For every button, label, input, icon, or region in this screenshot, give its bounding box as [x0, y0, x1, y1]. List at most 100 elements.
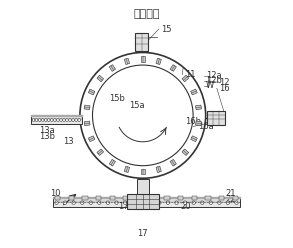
Circle shape — [98, 201, 101, 204]
Circle shape — [50, 119, 53, 122]
Circle shape — [218, 201, 221, 204]
Circle shape — [44, 119, 47, 122]
Text: 13: 13 — [63, 137, 73, 146]
Polygon shape — [170, 65, 176, 71]
Bar — [137, 180, 149, 207]
Bar — [151, 196, 156, 200]
Circle shape — [72, 119, 74, 122]
Text: 12: 12 — [219, 78, 230, 87]
Text: 15a: 15a — [129, 101, 144, 110]
Polygon shape — [124, 58, 130, 64]
Circle shape — [54, 119, 56, 122]
Circle shape — [35, 119, 38, 122]
Circle shape — [57, 119, 59, 122]
Text: 22: 22 — [225, 195, 236, 204]
Polygon shape — [141, 56, 145, 62]
Circle shape — [59, 119, 62, 122]
Bar — [205, 196, 211, 200]
Text: 17b: 17b — [142, 202, 158, 211]
Circle shape — [63, 119, 65, 122]
Circle shape — [235, 201, 238, 204]
Polygon shape — [88, 136, 95, 142]
Circle shape — [106, 201, 110, 204]
Text: 11: 11 — [185, 70, 195, 79]
Polygon shape — [97, 149, 104, 155]
Bar — [96, 196, 101, 200]
Circle shape — [41, 119, 44, 122]
Text: 【図１】: 【図１】 — [133, 9, 160, 19]
Bar — [69, 196, 74, 200]
Circle shape — [63, 201, 67, 204]
Text: 13b: 13b — [39, 132, 55, 141]
Circle shape — [75, 119, 77, 122]
Text: 17a: 17a — [118, 202, 133, 211]
Circle shape — [47, 119, 50, 122]
Bar — [135, 33, 148, 51]
Polygon shape — [97, 75, 104, 82]
Text: 17: 17 — [137, 229, 148, 238]
Bar — [127, 194, 159, 209]
Circle shape — [69, 119, 71, 122]
Text: 13a: 13a — [39, 126, 55, 135]
Circle shape — [123, 201, 127, 204]
Text: 16b: 16b — [185, 117, 201, 126]
Circle shape — [89, 201, 93, 204]
Text: 21: 21 — [225, 188, 236, 198]
Bar — [123, 196, 129, 200]
Text: 20: 20 — [181, 202, 191, 211]
Circle shape — [226, 201, 230, 204]
Polygon shape — [195, 121, 202, 126]
Circle shape — [209, 201, 212, 204]
Text: 10: 10 — [50, 188, 60, 198]
Text: W: W — [206, 81, 214, 90]
Text: 15: 15 — [161, 25, 172, 33]
Bar — [178, 196, 183, 200]
Polygon shape — [84, 105, 90, 110]
Circle shape — [166, 201, 170, 204]
Circle shape — [192, 201, 195, 204]
Circle shape — [200, 201, 204, 204]
Polygon shape — [84, 121, 90, 126]
Text: 15b: 15b — [109, 93, 125, 103]
Text: 12a: 12a — [206, 71, 221, 80]
Bar — [110, 196, 115, 200]
Polygon shape — [191, 89, 197, 95]
Polygon shape — [182, 75, 189, 82]
Polygon shape — [156, 166, 161, 173]
Bar — [55, 196, 60, 200]
Polygon shape — [191, 136, 197, 142]
Bar — [30, 115, 82, 124]
Text: 16: 16 — [219, 84, 230, 93]
Polygon shape — [182, 149, 189, 155]
Polygon shape — [170, 159, 176, 166]
Circle shape — [132, 201, 135, 204]
Circle shape — [140, 201, 144, 204]
Circle shape — [175, 201, 178, 204]
Circle shape — [81, 201, 84, 204]
Bar — [233, 196, 238, 200]
Polygon shape — [109, 65, 115, 71]
Bar — [82, 196, 88, 200]
Circle shape — [158, 201, 161, 204]
Bar — [219, 196, 224, 200]
Circle shape — [32, 119, 35, 122]
Bar — [192, 196, 197, 200]
Circle shape — [38, 119, 41, 122]
Circle shape — [78, 119, 81, 122]
Polygon shape — [195, 105, 202, 110]
Bar — [53, 196, 240, 207]
Polygon shape — [141, 169, 145, 174]
Circle shape — [55, 201, 58, 204]
Circle shape — [72, 201, 75, 204]
Circle shape — [183, 201, 187, 204]
Text: 16a: 16a — [198, 122, 214, 131]
Polygon shape — [124, 166, 130, 173]
Bar — [164, 196, 170, 200]
Polygon shape — [88, 89, 95, 95]
Text: 12b: 12b — [206, 76, 222, 85]
Polygon shape — [156, 58, 161, 64]
Circle shape — [66, 119, 68, 122]
Polygon shape — [109, 159, 115, 166]
Circle shape — [115, 201, 118, 204]
Bar — [137, 196, 142, 200]
